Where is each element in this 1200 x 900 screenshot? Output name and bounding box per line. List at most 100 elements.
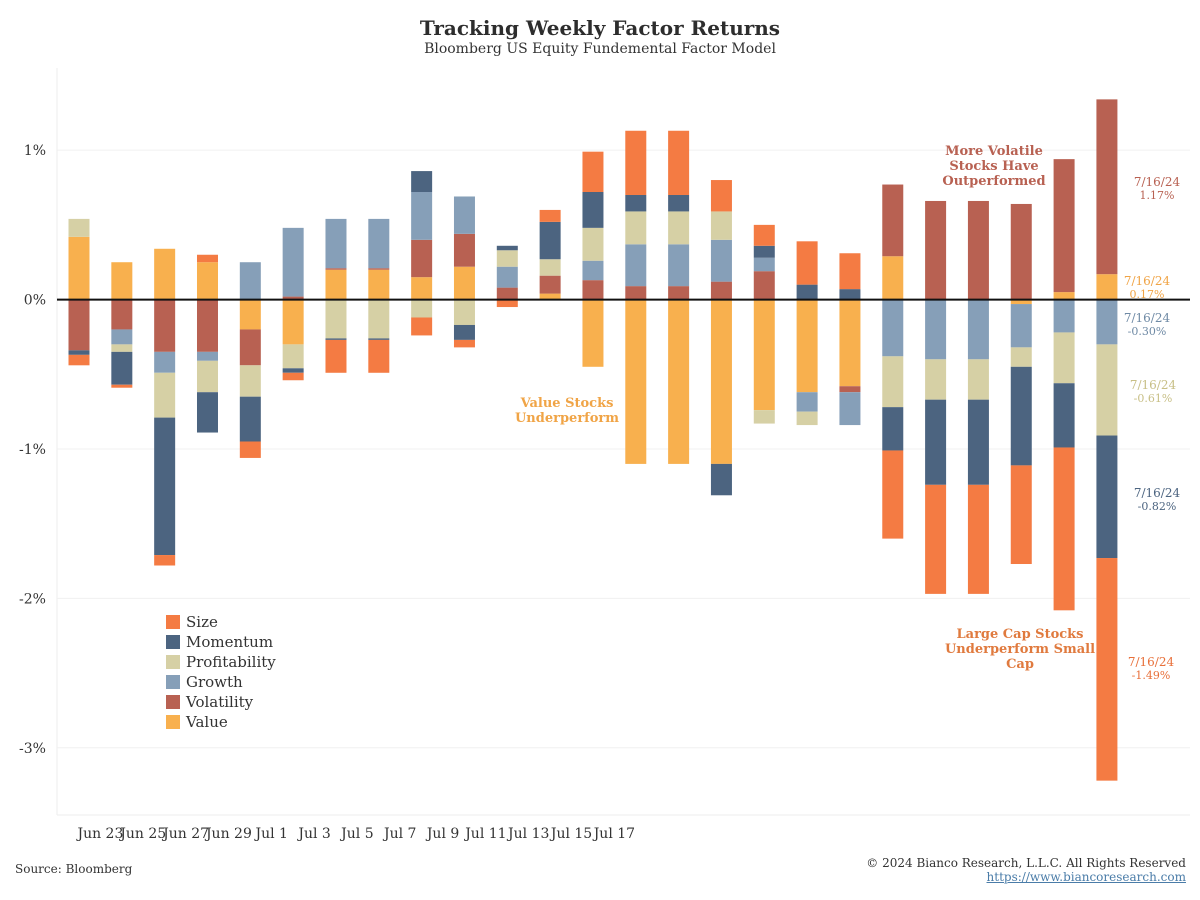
legend-item-volatility: Volatility bbox=[166, 692, 276, 712]
bar-segment-momentum bbox=[496, 245, 518, 251]
bar-segment-profitability bbox=[925, 359, 947, 400]
bar-segment-profitability bbox=[325, 299, 347, 339]
bar-segment-momentum bbox=[111, 351, 133, 385]
bar-segment-growth bbox=[368, 218, 390, 269]
bar-segment-volatility bbox=[710, 281, 732, 300]
end-label-value: 7/16/24 0.17% bbox=[1107, 274, 1187, 302]
bar-segment-volatility bbox=[625, 286, 647, 300]
annotation-value-stocks: Value Stocks Underperform bbox=[492, 396, 642, 426]
legend-label-value: Value bbox=[186, 713, 228, 731]
bar-segment-profitability bbox=[496, 250, 518, 267]
bar-segment-value bbox=[796, 299, 818, 393]
bar-segment-profitability bbox=[539, 259, 561, 276]
bar-segment-growth bbox=[753, 257, 775, 272]
legend-swatch-momentum bbox=[166, 635, 180, 649]
bar-segment-growth bbox=[1053, 299, 1075, 333]
bar-segment-size bbox=[496, 299, 518, 308]
bar-segment-volatility bbox=[68, 299, 90, 351]
bar-segment-volatility bbox=[239, 329, 261, 366]
annot-size-line-1: Underperform Small bbox=[944, 642, 1096, 657]
annotation-volatile-stocks: More Volatile Stocks Have Outperformed bbox=[924, 144, 1064, 189]
bar-segment-volatility bbox=[154, 299, 176, 352]
bar-segment-volatility bbox=[282, 296, 304, 300]
bar-segment-growth bbox=[411, 192, 433, 240]
annot-size-line-0: Large Cap Stocks bbox=[956, 627, 1084, 642]
x-tick-label: Jun 27 bbox=[161, 826, 209, 842]
bar-segment-profitability bbox=[68, 218, 90, 237]
x-tick-label: Jun 29 bbox=[204, 826, 252, 842]
bar-segment-volatility bbox=[453, 233, 475, 267]
end-label-size: 7/16/24 -1.49% bbox=[1111, 656, 1191, 683]
website-link[interactable]: https://www.biancoresearch.com bbox=[986, 870, 1186, 884]
bar-segment-profitability bbox=[1010, 347, 1032, 367]
bar-segment-growth bbox=[1096, 299, 1118, 345]
bar-segment-momentum bbox=[925, 399, 947, 485]
bar-segment-volatility bbox=[882, 184, 904, 257]
bar-segment-momentum bbox=[796, 284, 818, 300]
bar-segment-value bbox=[154, 248, 176, 300]
source-note: Source: Bloomberg bbox=[15, 862, 133, 876]
bar-segment-volatility bbox=[196, 299, 218, 352]
x-tick-label: Jul 9 bbox=[425, 826, 459, 842]
bar-segment-value bbox=[111, 262, 133, 300]
bar-segment-profitability bbox=[668, 211, 690, 245]
end-label-profitability-date: 7/16/24 bbox=[1129, 378, 1177, 392]
x-tick-label: Jul 11 bbox=[463, 826, 506, 842]
bar-segment-volatility bbox=[496, 287, 518, 300]
bar-segment-size bbox=[411, 317, 433, 336]
bar-segment-value bbox=[453, 266, 475, 300]
bar-segment-momentum bbox=[239, 396, 261, 442]
annotation-large-cap: Large Cap Stocks Underperform Small Cap bbox=[930, 627, 1110, 672]
x-tick-label: Jul 5 bbox=[339, 826, 373, 842]
bar-segment-growth bbox=[967, 299, 989, 360]
legend-item-momentum: Momentum bbox=[166, 632, 276, 652]
bar-segment-momentum bbox=[68, 350, 90, 355]
bar-segment-profitability bbox=[196, 360, 218, 393]
end-label-momentum: 7/16/24 -0.82% bbox=[1117, 487, 1197, 514]
bar-segment-size bbox=[967, 484, 989, 594]
bar-segment-size bbox=[1010, 465, 1032, 565]
annot-volatility-line-2: Outperformed bbox=[942, 174, 1046, 189]
bar-segment-size bbox=[882, 450, 904, 539]
bar-segment-value bbox=[625, 299, 647, 464]
legend-item-value: Value bbox=[166, 712, 276, 732]
annot-value-line-0: Value Stocks bbox=[520, 396, 614, 411]
annot-size-line-2: Cap bbox=[1006, 657, 1034, 672]
bar-segment-size bbox=[753, 224, 775, 246]
bar-segment-size bbox=[839, 253, 861, 290]
bar-segment-momentum bbox=[625, 194, 647, 212]
copyright-note: © 2024 Bianco Research, L.L.C. All Right… bbox=[866, 856, 1186, 870]
bar-segment-momentum bbox=[368, 338, 390, 340]
bar-segment-value bbox=[1053, 292, 1075, 300]
bar-segment-value bbox=[282, 299, 304, 345]
bar-segment-growth bbox=[925, 299, 947, 360]
bar-segment-size bbox=[710, 180, 732, 212]
y-tick-label: -1% bbox=[19, 442, 46, 458]
bar-segment-value bbox=[539, 293, 561, 300]
bar-segment-momentum bbox=[325, 338, 347, 340]
bar-segment-volatility bbox=[753, 271, 775, 300]
bar-segment-value bbox=[239, 299, 261, 330]
bar-segment-volatility bbox=[1010, 203, 1032, 300]
bar-segment-value bbox=[196, 262, 218, 300]
bar-segment-size bbox=[1096, 558, 1118, 781]
x-tick-label: Jun 25 bbox=[118, 826, 166, 842]
end-label-value-value: 0.17% bbox=[1129, 288, 1165, 301]
end-label-value-date: 7/16/24 bbox=[1123, 274, 1171, 288]
bar-segment-growth bbox=[453, 196, 475, 234]
bar-segment-size bbox=[325, 339, 347, 373]
bar-segment-momentum bbox=[753, 245, 775, 258]
legend-swatch-profitability bbox=[166, 655, 180, 669]
end-label-growth-value: -0.30% bbox=[1127, 325, 1167, 338]
bar-segment-size bbox=[625, 130, 647, 195]
bar-segment-momentum bbox=[839, 289, 861, 300]
bar-segment-value bbox=[668, 299, 690, 464]
bar-segment-profitability bbox=[582, 227, 604, 261]
y-tick-label: -2% bbox=[19, 591, 46, 607]
bar-segment-value bbox=[710, 299, 732, 464]
bar-segment-profitability bbox=[625, 211, 647, 245]
annot-value-line-1: Underperform bbox=[514, 411, 620, 426]
end-label-volatility-date: 7/16/24 bbox=[1133, 175, 1181, 189]
bar-segment-volatility bbox=[1053, 159, 1075, 293]
bar-segment-profitability bbox=[239, 365, 261, 397]
